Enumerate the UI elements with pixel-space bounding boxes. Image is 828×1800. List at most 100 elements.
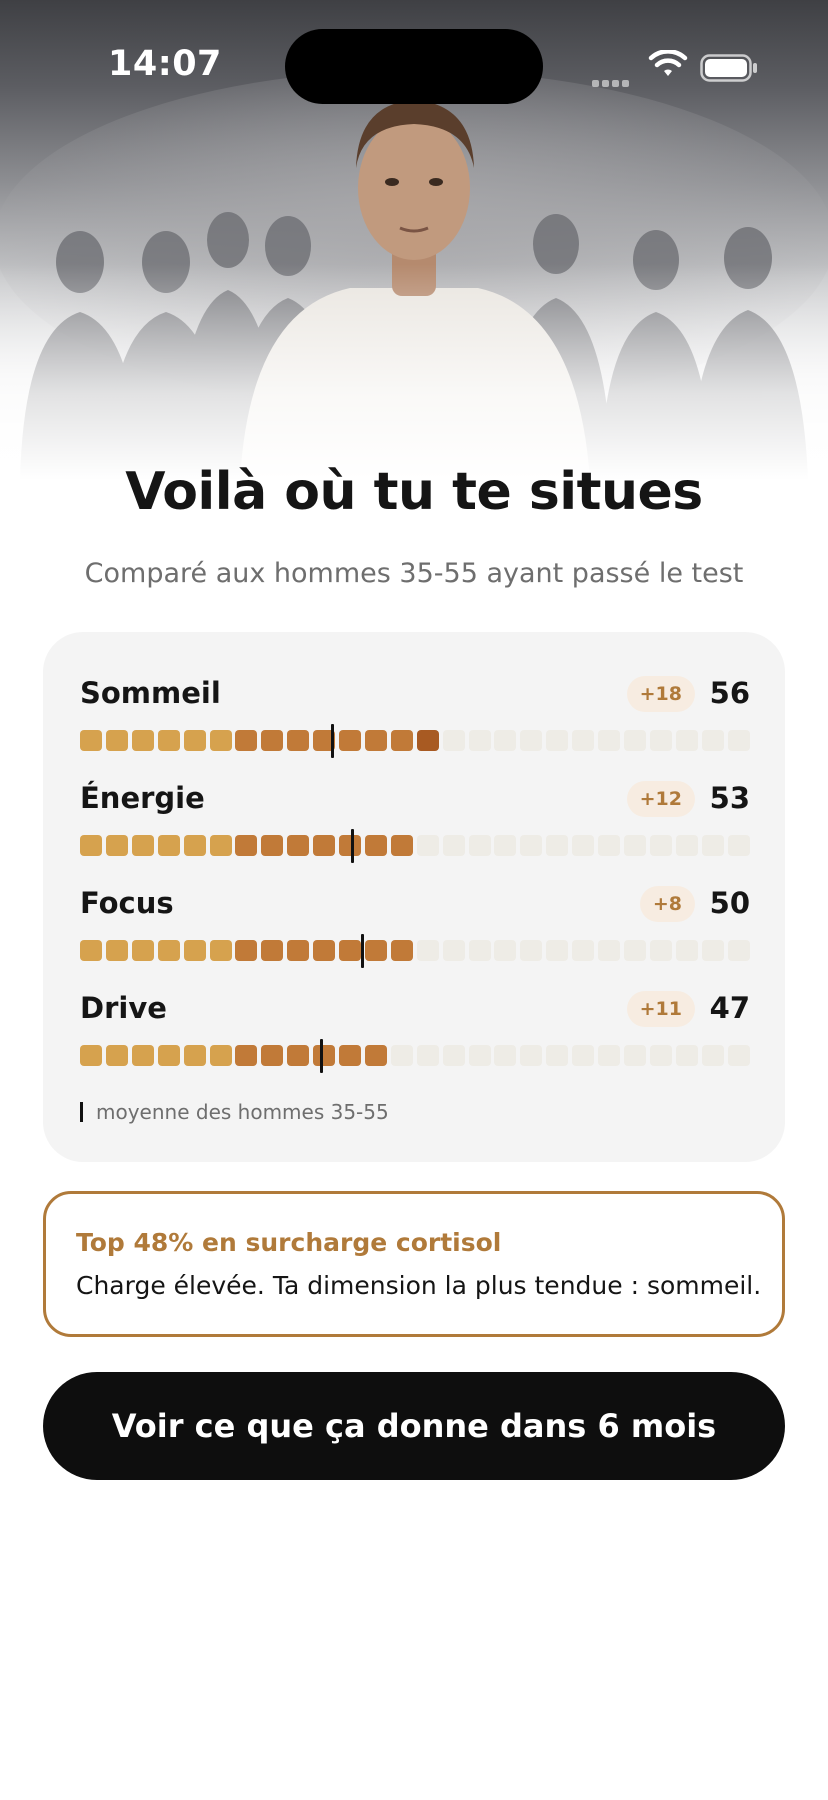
metric-sommeil: Sommeil +18 56 (80, 676, 750, 776)
bar-segment-filled (364, 835, 387, 856)
bar-segment-empty (546, 940, 569, 961)
bar-segment-filled (80, 730, 102, 751)
bar-segment-filled (157, 940, 180, 961)
metric-segment-bar (80, 724, 750, 758)
bar-segment-empty (727, 1045, 750, 1066)
bar-segment-filled (416, 730, 439, 751)
bar-segment-empty (598, 940, 620, 961)
bar-segment-empty (416, 1045, 439, 1066)
see-six-months-button[interactable]: Voir ce que ça donne dans 6 mois (43, 1372, 785, 1480)
bar-segment-filled (339, 940, 361, 961)
bar-segment-empty (520, 1045, 543, 1066)
cellular-signal-icon (592, 72, 634, 87)
bar-segment-empty (727, 940, 750, 961)
metric-segment-bar (80, 934, 750, 968)
bar-segment-empty (701, 835, 724, 856)
metric-name: Drive (80, 991, 167, 1025)
bar-segment-filled (287, 835, 310, 856)
bar-segment-empty (675, 730, 698, 751)
wifi-icon (648, 50, 688, 76)
bar-segment-filled (390, 940, 413, 961)
bar-segment-filled (313, 730, 336, 751)
bar-segment-empty (701, 1045, 724, 1066)
bar-segment-empty (572, 1045, 595, 1066)
bar-segment-empty (468, 940, 491, 961)
bar-segment-filled (183, 835, 206, 856)
bar-segment-empty (494, 940, 517, 961)
bar-segment-filled (261, 835, 284, 856)
bar-segment-filled (209, 940, 232, 961)
bar-segment-filled (209, 1045, 232, 1066)
bar-segment-filled (261, 1045, 284, 1066)
bar-segment-filled (287, 730, 310, 751)
metric-score: 53 (709, 781, 750, 815)
bar-segment-empty (649, 730, 672, 751)
insight-text: Charge élevée. Ta dimension la plus tend… (76, 1271, 762, 1300)
bar-segment-filled (261, 940, 284, 961)
bar-segment-filled (105, 730, 128, 751)
insight-card: Top 48% en surcharge cortisol Charge éle… (43, 1191, 785, 1337)
metric-delta-badge: +11 (626, 991, 695, 1027)
bar-segment-filled (157, 835, 180, 856)
bar-segment-filled (131, 1045, 154, 1066)
bar-segment-empty (468, 1045, 491, 1066)
metric-delta-badge: +12 (626, 781, 695, 817)
average-marker-legend-icon (80, 1102, 83, 1122)
bar-segment-empty (675, 940, 698, 961)
bar-segment-filled (364, 1045, 387, 1066)
bar-segment-empty (442, 730, 465, 751)
bar-segment-empty (649, 835, 672, 856)
bar-segment-empty (442, 835, 465, 856)
average-marker (330, 724, 334, 758)
average-marker (351, 829, 355, 863)
bar-segment-filled (157, 1045, 180, 1066)
bar-segment-filled (209, 730, 232, 751)
bar-segment-empty (623, 1045, 646, 1066)
metric-delta-badge: +18 (626, 676, 695, 712)
bar-segment-empty (546, 1045, 569, 1066)
metric-segment-bar (80, 1039, 750, 1073)
bar-segment-empty (442, 940, 465, 961)
bar-segment-empty (598, 835, 620, 856)
bar-segment-empty (727, 730, 750, 751)
bar-segment-filled (131, 730, 154, 751)
bar-segment-filled (287, 1045, 310, 1066)
bar-segment-filled (183, 940, 206, 961)
bar-segment-empty (675, 1045, 698, 1066)
bar-segment-empty (442, 1045, 465, 1066)
bar-segment-filled (235, 1045, 258, 1066)
bar-segment-filled (105, 940, 128, 961)
bar-segment-filled (131, 940, 154, 961)
bar-segment-filled (364, 940, 387, 961)
bar-segment-filled (390, 730, 413, 751)
bar-segment-empty (623, 730, 646, 751)
metric-energie: Énergie +12 53 (80, 781, 750, 881)
bar-segment-empty (520, 940, 543, 961)
metric-score: 50 (709, 886, 750, 920)
bar-segment-filled (339, 730, 361, 751)
metric-focus: Focus +8 50 (80, 886, 750, 986)
bar-segment-empty (494, 1045, 517, 1066)
bar-segment-filled (235, 730, 258, 751)
bar-segment-empty (675, 835, 698, 856)
page-subtitle: Comparé aux hommes 35-55 ayant passé le … (84, 558, 744, 589)
bar-segment-empty (520, 730, 543, 751)
metric-name: Énergie (80, 781, 205, 815)
bar-segment-empty (649, 940, 672, 961)
metric-name: Focus (80, 886, 174, 920)
bar-segment-filled (261, 730, 284, 751)
bar-segment-empty (520, 835, 543, 856)
bar-segment-empty (727, 835, 750, 856)
status-icons (592, 48, 762, 87)
bar-segment-empty (572, 835, 595, 856)
bar-segment-filled (209, 835, 232, 856)
metric-delta-badge: +8 (639, 886, 695, 922)
legend-label: moyenne des hommes 35-55 (96, 1100, 389, 1124)
bar-segment-filled (339, 1045, 361, 1066)
bar-segment-empty (494, 730, 517, 751)
bar-segment-empty (701, 730, 724, 751)
score-comparison-card: Sommeil +18 56 Énergie +12 53 Focus +8 5… (43, 632, 785, 1162)
bar-segment-empty (416, 940, 439, 961)
metric-drive: Drive +11 47 (80, 991, 750, 1091)
bar-segment-empty (390, 1045, 413, 1066)
